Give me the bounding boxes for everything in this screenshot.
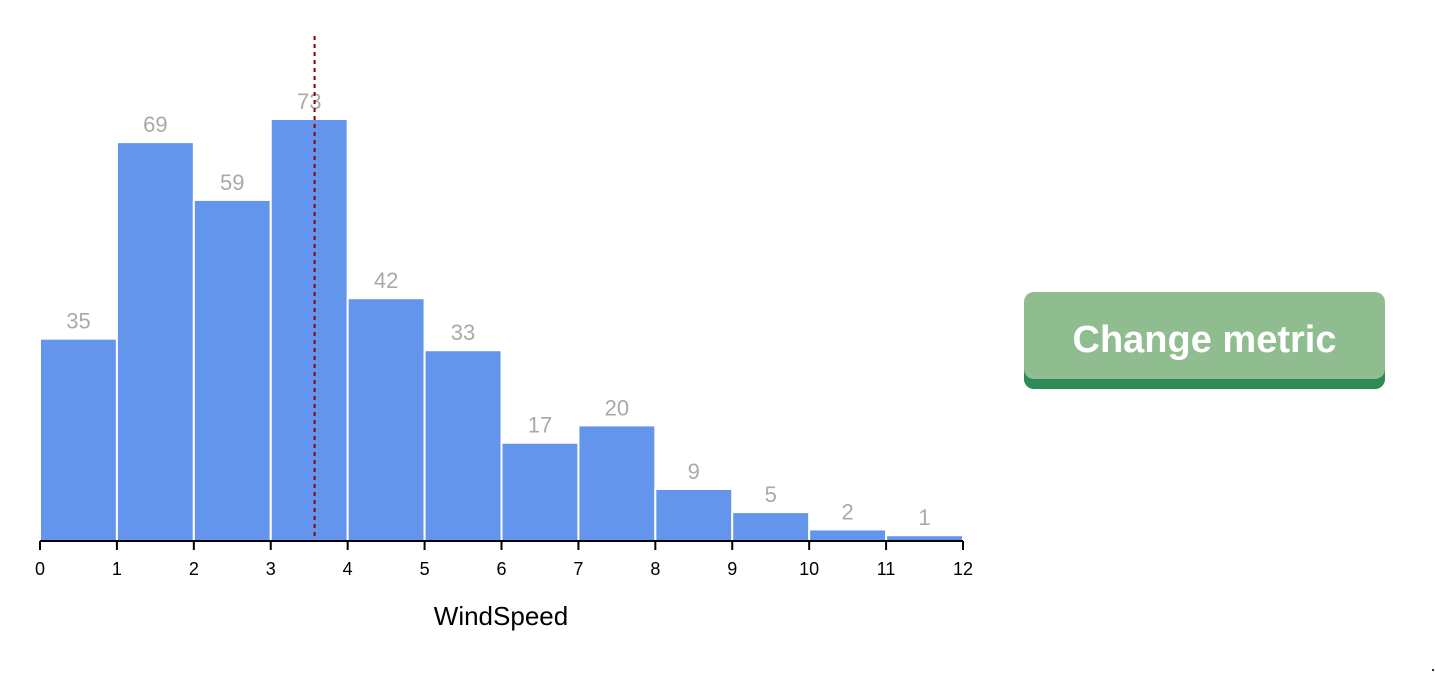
- x-tick-label: 5: [420, 559, 430, 579]
- bar-value-label: 1: [918, 505, 930, 530]
- x-tick-label: 8: [650, 559, 660, 579]
- bar-value-label: 42: [374, 268, 398, 293]
- x-tick-label: 7: [573, 559, 583, 579]
- x-tick-label: 12: [953, 559, 973, 579]
- histogram-bar: [192, 198, 272, 542]
- bar-value-label: 59: [220, 170, 244, 195]
- histogram-bar: [39, 337, 118, 542]
- bar-value-label: 33: [451, 320, 475, 345]
- x-tick-label: 1: [112, 559, 122, 579]
- x-tick-label: 3: [266, 559, 276, 579]
- histogram-bar: [808, 528, 888, 542]
- corner-marker: [1432, 669, 1434, 671]
- bar-value-label: 5: [765, 482, 777, 507]
- bars-group: [39, 118, 964, 543]
- bar-value-label: 17: [528, 413, 552, 438]
- x-tick-label: 10: [799, 559, 819, 579]
- x-tick-label: 9: [727, 559, 737, 579]
- change-metric-button[interactable]: Change metric: [1024, 292, 1385, 389]
- x-tick-label: 2: [189, 559, 199, 579]
- x-axis-label: WindSpeed: [434, 601, 568, 631]
- bar-value-label: 2: [842, 499, 854, 524]
- bar-labels-group: 35 69 59 73 42 33 17 20 9 5 2 1: [66, 89, 930, 530]
- x-axis: 0 1 2 3 4 5 6 7 8 9 10 11 12: [35, 540, 973, 579]
- histogram-bar: [346, 297, 426, 542]
- x-tick-label: 0: [35, 559, 45, 579]
- bar-value-label: 20: [605, 395, 629, 420]
- histogram-bar: [423, 349, 503, 542]
- x-tick-label: 6: [496, 559, 506, 579]
- bar-value-label: 69: [143, 112, 167, 137]
- histogram-bar: [269, 118, 349, 542]
- histogram-bar: [115, 141, 195, 542]
- histogram-bar: [731, 511, 811, 542]
- histogram-bar: [654, 487, 734, 542]
- histogram-bar: [577, 424, 657, 543]
- bar-value-label: 9: [688, 459, 700, 484]
- x-tick-label: 11: [877, 559, 896, 579]
- x-tick-label: 4: [343, 559, 353, 579]
- bar-value-label: 73: [297, 89, 321, 114]
- histogram-bar: [500, 441, 580, 542]
- bar-value-label: 35: [66, 309, 90, 334]
